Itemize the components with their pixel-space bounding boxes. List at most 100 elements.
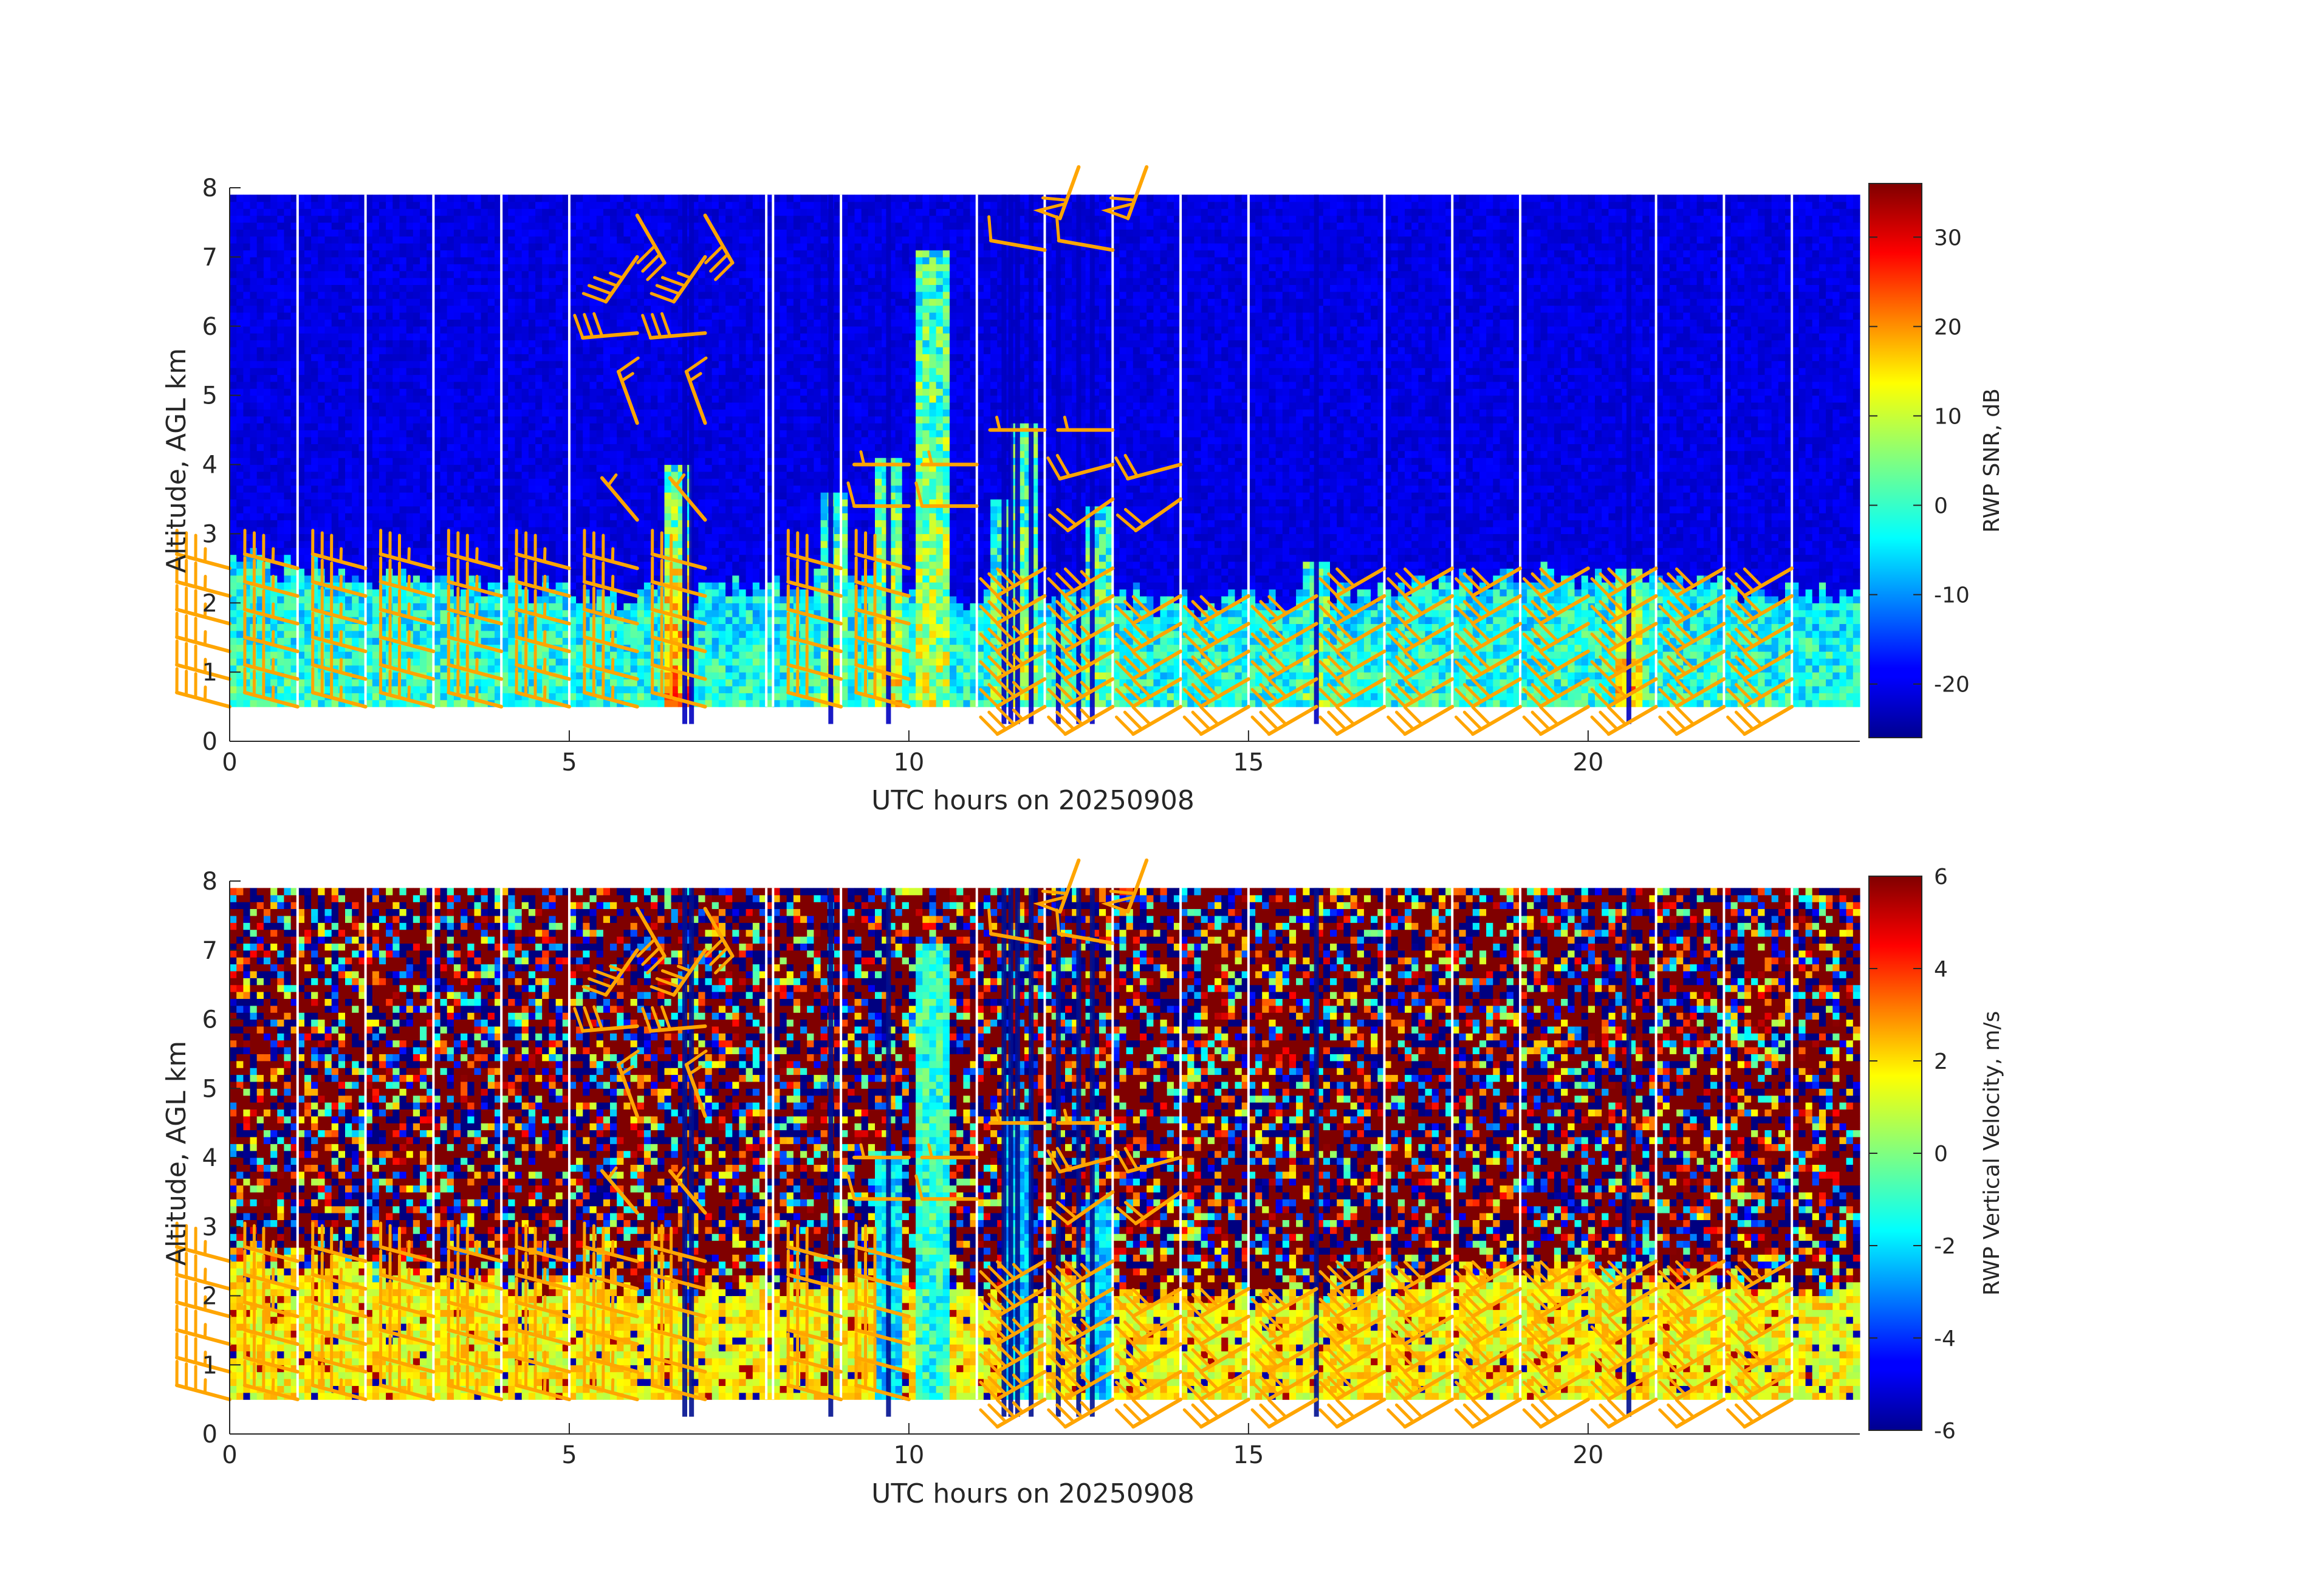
heatmap-cell <box>284 222 291 230</box>
heatmap-cell <box>549 623 556 631</box>
heatmap-cell <box>230 478 237 485</box>
heatmap-cell <box>230 631 237 638</box>
heatmap-cell <box>447 499 454 506</box>
heatmap-cell <box>488 631 495 638</box>
heatmap-cell <box>243 382 250 389</box>
heatmap-cell <box>400 472 407 479</box>
heatmap-cell <box>488 388 495 396</box>
heatmap-cell <box>352 312 359 320</box>
heatmap-cell <box>304 610 312 617</box>
heatmap-cell <box>304 243 312 250</box>
heatmap-cell <box>325 222 332 230</box>
heatmap-cell <box>372 340 380 348</box>
heatmap-cell <box>461 271 468 278</box>
heatmap-cell <box>467 492 475 499</box>
heatmap-cell <box>311 506 318 513</box>
heatmap-cell <box>352 610 359 617</box>
heatmap-cell <box>257 472 264 479</box>
heatmap-cell <box>318 492 325 499</box>
heatmap-cell <box>475 284 482 292</box>
heatmap-cell <box>522 250 529 258</box>
heatmap-cell <box>304 623 312 631</box>
heatmap-cell <box>392 402 400 410</box>
heatmap-cell <box>461 402 468 410</box>
heatmap-cell <box>529 292 536 299</box>
heatmap-cell <box>549 679 556 687</box>
heatmap-cell <box>508 513 515 520</box>
heatmap-cell <box>318 298 325 306</box>
heatmap-cell <box>413 658 420 665</box>
heatmap-cell <box>386 465 393 472</box>
heatmap-cell <box>400 499 407 506</box>
heatmap-cell <box>522 347 529 354</box>
heatmap-cell <box>440 665 448 673</box>
heatmap-cell <box>284 284 291 292</box>
heatmap-cell <box>250 402 258 410</box>
heatmap-cell <box>311 208 318 216</box>
heatmap-cell <box>230 194 237 202</box>
heatmap-cell <box>284 513 291 520</box>
heatmap-cell <box>236 451 244 458</box>
heatmap-cell <box>447 292 454 299</box>
heatmap-cell <box>332 284 339 292</box>
heatmap-cell <box>338 651 346 659</box>
heatmap-cell <box>379 264 386 271</box>
heatmap-cell <box>406 340 414 348</box>
heatmap-cell <box>440 472 448 479</box>
heatmap-cell <box>475 208 482 216</box>
heatmap-cell <box>406 596 414 603</box>
heatmap-cell <box>508 520 515 527</box>
heatmap-cell <box>230 243 237 250</box>
heatmap-cell <box>447 194 454 202</box>
heatmap-cell <box>257 409 264 416</box>
heatmap-cell <box>270 354 278 361</box>
heatmap-cell <box>284 208 291 216</box>
heatmap-cell <box>529 409 536 416</box>
heatmap-cell <box>406 333 414 340</box>
heatmap-cell <box>440 208 448 216</box>
heatmap-cell <box>325 202 332 209</box>
heatmap-cell <box>230 292 237 299</box>
heatmap-cell <box>400 298 407 306</box>
heatmap-cell <box>542 388 549 396</box>
heatmap-cell <box>332 257 339 264</box>
heatmap-cell <box>325 396 332 403</box>
heatmap-cell <box>413 458 420 465</box>
heatmap-cell <box>508 347 515 354</box>
heatmap-cell <box>440 451 448 458</box>
heatmap-cell <box>461 202 468 209</box>
heatmap-cell <box>481 368 488 375</box>
heatmap-cell <box>230 527 237 534</box>
heatmap-cell <box>338 499 346 506</box>
heatmap-cell <box>386 208 393 216</box>
heatmap-cell <box>535 216 543 223</box>
heatmap-cell <box>440 492 448 499</box>
heatmap-cell <box>243 271 250 278</box>
heatmap-cell <box>406 402 414 410</box>
heatmap-cell <box>345 264 352 271</box>
heatmap-cell <box>542 347 549 354</box>
heatmap-cell <box>508 388 515 396</box>
heatmap-cell <box>542 202 549 209</box>
heatmap-cell <box>529 236 536 244</box>
heatmap-cell <box>311 326 318 334</box>
heatmap-cell <box>400 375 407 382</box>
heatmap-cell <box>488 208 495 216</box>
heatmap-cell <box>467 458 475 465</box>
heatmap-cell <box>461 194 468 202</box>
heatmap-cell <box>549 555 556 562</box>
heatmap-cell <box>250 458 258 465</box>
heatmap-cell <box>270 216 278 223</box>
heatmap-cell <box>379 298 386 306</box>
heatmap-cell <box>277 284 284 292</box>
heatmap-cell <box>257 312 264 320</box>
heatmap-cell <box>488 547 495 555</box>
heatmap-cell <box>304 271 312 278</box>
heatmap-cell <box>277 361 284 368</box>
heatmap-cell <box>372 243 380 250</box>
heatmap-cell <box>535 423 543 430</box>
heatmap-cell <box>542 340 549 348</box>
heatmap-cell <box>352 402 359 410</box>
heatmap-cell <box>488 243 495 250</box>
heatmap-cell <box>325 451 332 458</box>
